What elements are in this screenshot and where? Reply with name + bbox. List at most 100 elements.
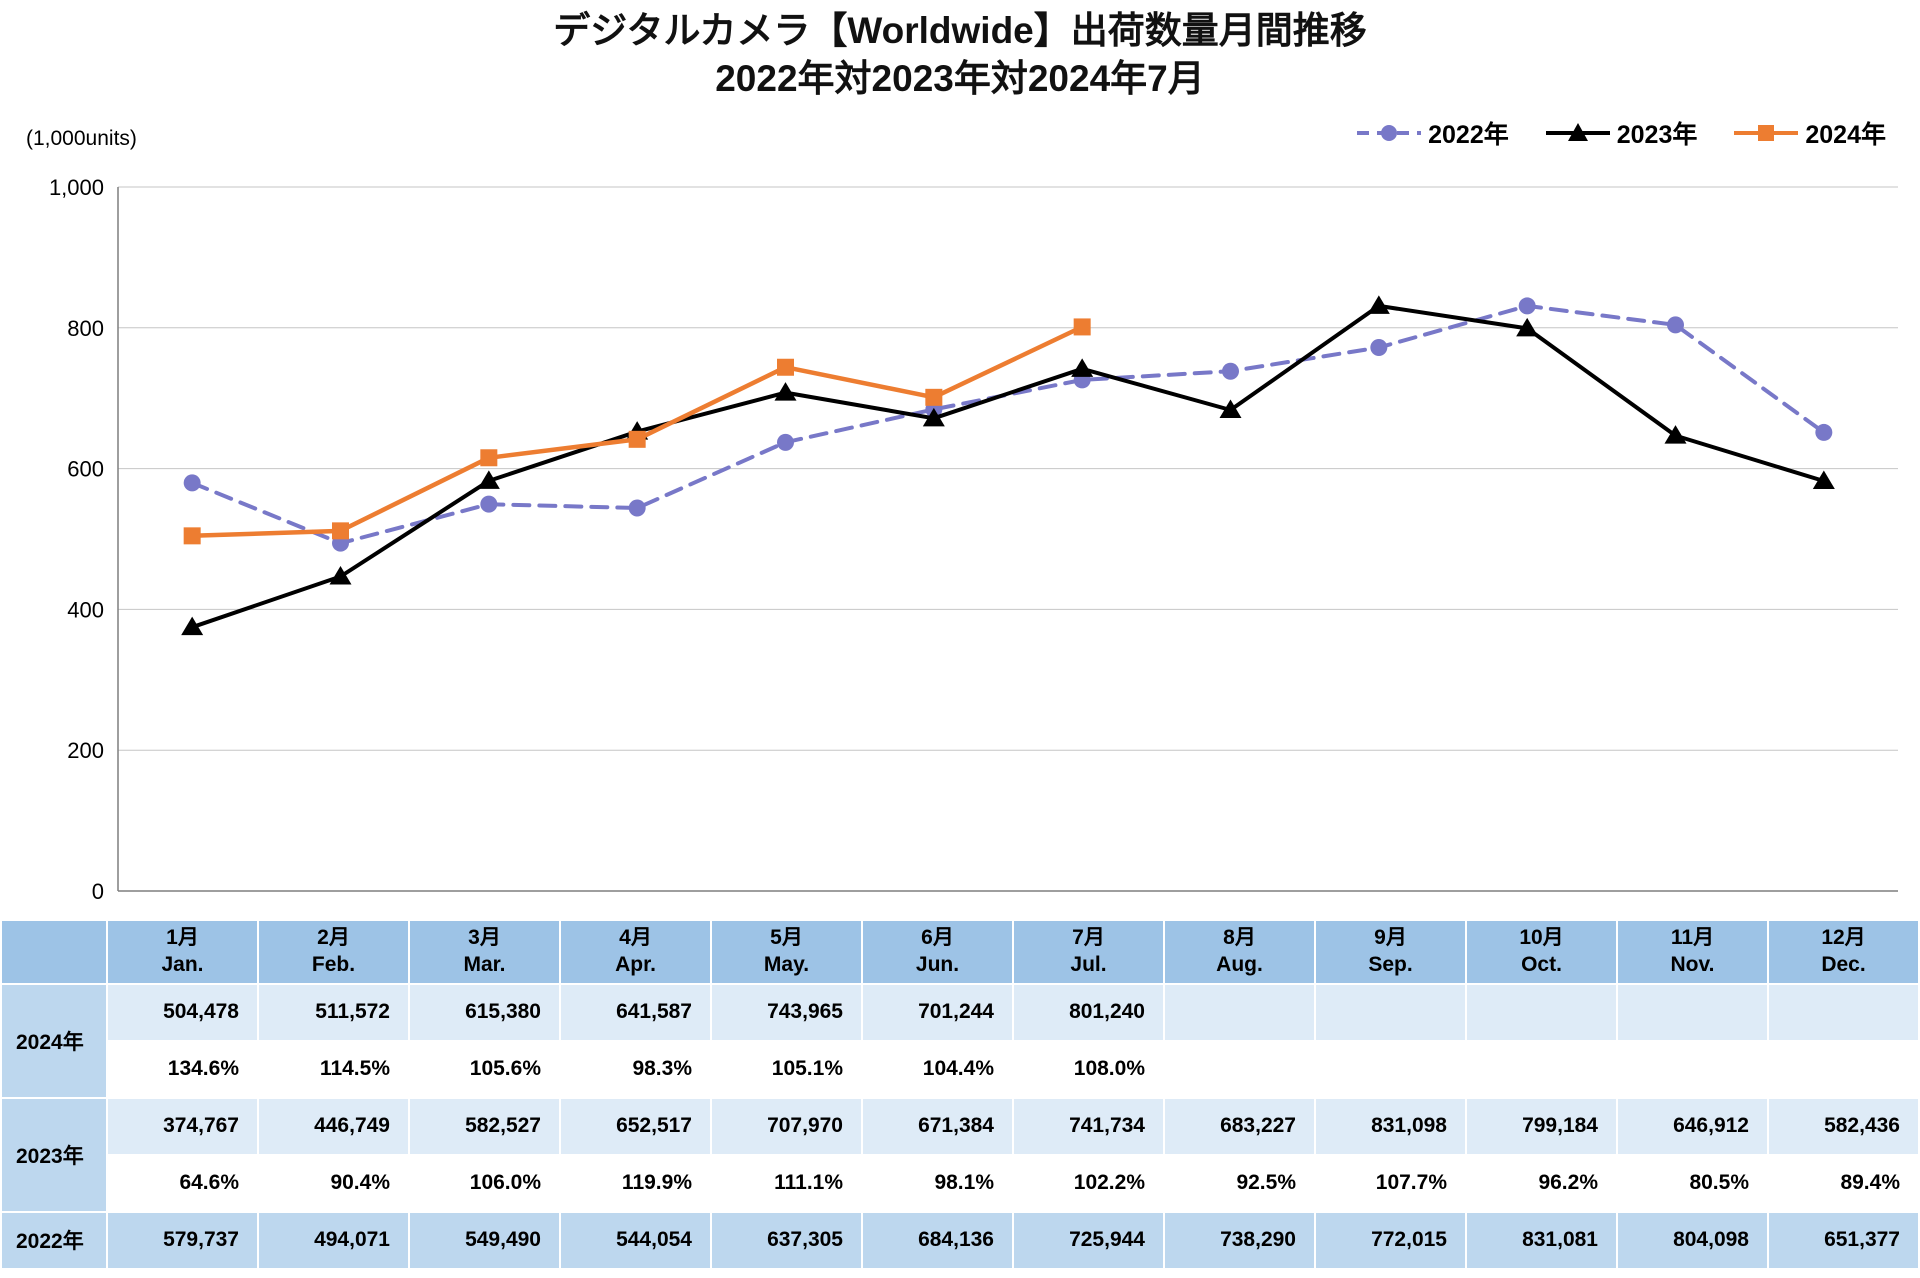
legend-marker-square-icon [1734, 124, 1799, 141]
table-cell [1465, 1039, 1618, 1099]
table-row: 2022年 579,737 494,071 549,490 544,054 637,305… [0, 1210, 1920, 1270]
month-header-12: 12月 Dec. [1767, 918, 1920, 985]
table-cell: 102.2% [1012, 1153, 1165, 1213]
marker-circle-2022年 [480, 495, 498, 513]
marker-triangle-2023年 [1071, 357, 1094, 377]
table-cell: 671,384 [861, 1096, 1014, 1156]
marker-circle-2022年 [1518, 296, 1536, 314]
table-cell: 96.2% [1465, 1153, 1618, 1213]
table-cell: 107.7% [1314, 1153, 1467, 1213]
table-cell [1767, 982, 1920, 1042]
table-cell: 92.5% [1163, 1153, 1316, 1213]
table-cell: 738,290 [1163, 1210, 1316, 1270]
table-cell: 831,081 [1465, 1210, 1618, 1270]
marker-circle-2022年 [1667, 315, 1684, 333]
table-cell [1314, 1039, 1467, 1099]
table-header: 1月 Jan. 2月 Feb. 3月 Mar. 4月 Apr. 5月 May. 6月 Jun. 7月 Ju… [0, 918, 1920, 985]
table-cell: 641,587 [559, 982, 712, 1042]
table-cell [1465, 982, 1618, 1042]
marker-circle-2022年 [628, 498, 646, 516]
table-cell: 134.6% [106, 1039, 259, 1099]
table-row: 2023年 374,767 446,749 582,527 652,517 707,970… [0, 1096, 1920, 1213]
month-header-6: 6月 Jun. [861, 918, 1014, 985]
legend-marker-triangle-icon [1545, 122, 1610, 141]
table-cell: 637,305 [710, 1210, 863, 1270]
series-line-2023年 [190, 303, 1826, 629]
table-cell: 707,970 [710, 1096, 863, 1156]
table-cell [1163, 982, 1316, 1042]
marker-square-2024年 [925, 388, 943, 406]
table-corner-cell [0, 918, 108, 985]
table-cell: 801,240 [1012, 982, 1165, 1042]
month-header-5: 5月 May. [710, 918, 863, 985]
marker-triangle-2023年 [1664, 424, 1687, 444]
legend-item-2022年: 2022年 [1356, 115, 1509, 151]
series-line-2022年 [190, 303, 1826, 545]
table-cell: 579,737 [106, 1210, 259, 1270]
row-label-2022年: 2022年 [0, 1210, 108, 1270]
table-cell: 105.6% [408, 1039, 561, 1099]
y-tick-label: 800 [67, 315, 104, 340]
month-header-4: 4月 Apr. [559, 918, 712, 985]
page-subtitle: 2022年対2023年対2024年7月 [715, 58, 1205, 100]
table-body: 2024年 504,478 511,572 615,380 641,587 743,965… [0, 982, 1920, 1270]
legend-label: 2022年 [1428, 120, 1509, 149]
table-cell: 582,527 [408, 1096, 561, 1156]
table-cell: 804,098 [1616, 1210, 1769, 1270]
marker-triangle-2023年 [181, 616, 204, 635]
marker-square-2024年 [628, 430, 646, 448]
chart-meta-row: (1,000units) 2022年 2023年 2024年 [0, 115, 1920, 151]
y-tick-label: 600 [67, 456, 104, 481]
marker-circle-2022年 [777, 433, 794, 451]
chart-header: デジタルカメラ【Worldwide】出荷数量月間推移 2022年対2023年対2… [0, 0, 1920, 103]
marker-circle-2022年 [183, 473, 201, 491]
marker-square-2024年 [332, 521, 349, 539]
marker-triangle-2023年 [1812, 469, 1835, 489]
table-cell: 741,734 [1012, 1096, 1165, 1156]
legend-label: 2023年 [1616, 120, 1698, 149]
table-row: 64.6% 90.4% 106.0% 119.9% 111.1% 98.1% 102.2% 9… [1, 1153, 1920, 1213]
marker-circle-2022年 [1370, 338, 1388, 356]
marker-triangle-2023年 [774, 381, 797, 401]
table-cell: 725,944 [1012, 1210, 1165, 1270]
table-cell: 446,749 [257, 1096, 410, 1156]
table-cell: 683,227 [1163, 1096, 1316, 1156]
page-title: デジタルカメラ【Worldwide】出荷数量月間推移 [553, 10, 1367, 51]
line-chart: 0 200 400 600 800 1,000 [49, 175, 1898, 904]
table-cell: 799,184 [1465, 1096, 1618, 1156]
table-cell: 111.1% [710, 1153, 863, 1213]
table-cell: 104.4% [861, 1039, 1014, 1099]
table-cell: 652,517 [559, 1096, 712, 1156]
month-header-9: 9月 Sep. [1314, 918, 1467, 985]
table-cell: 105.1% [710, 1039, 863, 1099]
table-cell: 108.0% [1012, 1039, 1165, 1099]
legend-item-2023年: 2023年 [1545, 115, 1698, 151]
table-row: 2024年 504,478 511,572 615,380 641,587 743,965… [0, 982, 1920, 1099]
table-cell: 504,478 [106, 982, 259, 1042]
marker-triangle-2023年 [477, 469, 500, 489]
table-cell: 511,572 [257, 982, 410, 1042]
table-cell: 98.1% [861, 1153, 1014, 1213]
marker-circle-2022年 [1815, 423, 1833, 441]
table-cell: 544,054 [559, 1210, 712, 1270]
marker-triangle-2023年 [1367, 294, 1390, 314]
y-tick-label: 0 [92, 879, 104, 904]
table-cell: 646,912 [1616, 1096, 1769, 1156]
table-cell [1616, 1039, 1769, 1099]
table-cell: 119.9% [559, 1153, 712, 1213]
y-tick-label: 1,000 [49, 175, 104, 200]
chart-legend: 2022年 2023年 2024年 [1356, 115, 1886, 151]
table-cell [1616, 982, 1769, 1042]
table-cell: 684,136 [861, 1210, 1014, 1270]
table-cell: 374,767 [106, 1096, 259, 1156]
table-row: 134.6% 114.5% 105.6% 98.3% 105.1% 104.4% 108.0… [1, 1039, 1920, 1099]
table-cell: 549,490 [408, 1210, 561, 1270]
table-cell: 106.0% [408, 1153, 561, 1213]
marker-triangle-2023年 [922, 407, 945, 426]
marker-triangle-2023年 [1516, 317, 1539, 336]
row-label-2023年: 2023年 [0, 1096, 108, 1213]
legend-marker-circle-icon [1357, 124, 1422, 141]
table-cell: 89.4% [1767, 1153, 1920, 1213]
marker-square-2024年 [183, 526, 201, 544]
